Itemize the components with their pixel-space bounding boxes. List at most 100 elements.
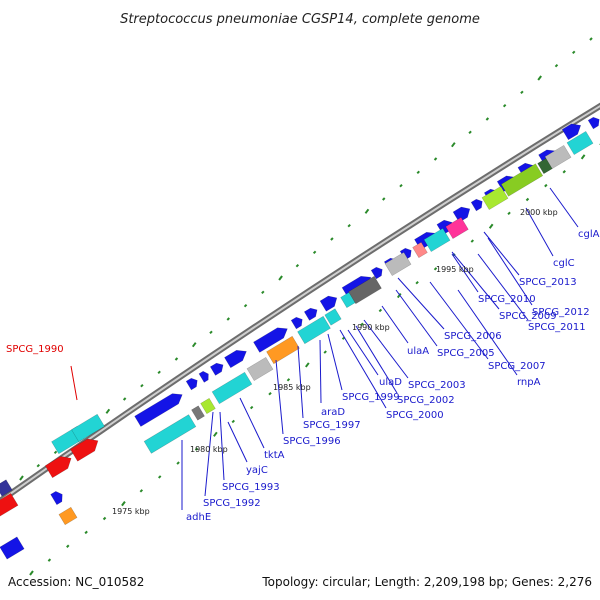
tick-mark xyxy=(360,322,364,327)
tick-mark xyxy=(261,290,265,295)
gene-arrow xyxy=(561,123,582,141)
leader-line xyxy=(347,329,379,376)
gene-label: SPCG_2002 xyxy=(397,395,455,406)
kbp-tick-marks-inner xyxy=(29,143,600,576)
tick-mark xyxy=(507,211,511,216)
gene-label: SPCG_1993 xyxy=(222,482,280,493)
tick-mark xyxy=(589,37,593,41)
kbp-label: 1975 kbp xyxy=(112,507,150,516)
tick-mark xyxy=(580,154,586,160)
tick-mark xyxy=(415,281,419,285)
tick-mark xyxy=(122,397,127,401)
leader-line xyxy=(397,277,445,330)
gene-label: adhE xyxy=(186,512,211,523)
tick-mark xyxy=(191,342,197,348)
gene-arrow xyxy=(266,335,300,365)
gene-arrow xyxy=(319,295,338,312)
gene-arrow xyxy=(566,130,594,156)
leader-line xyxy=(275,359,284,435)
gene-arrow xyxy=(143,414,197,454)
gene-label: SPCG_2009 xyxy=(499,311,557,322)
leader-line xyxy=(327,333,343,391)
tick-mark xyxy=(140,383,144,388)
tick-mark xyxy=(488,223,494,229)
tick-mark xyxy=(66,544,70,548)
tick-mark xyxy=(396,292,402,299)
tick-mark xyxy=(330,237,334,241)
leader-line xyxy=(70,365,78,401)
tick-mark xyxy=(364,208,370,214)
tick-mark xyxy=(176,461,180,465)
leader-line xyxy=(477,253,529,321)
leader-line xyxy=(297,345,304,419)
leader-line xyxy=(395,289,438,347)
kbp-label: 1985 kbp xyxy=(273,383,311,392)
tick-mark xyxy=(468,130,472,135)
tick-mark xyxy=(53,450,58,455)
gene-label: SPCG_2010 xyxy=(478,294,536,305)
kbp-labels: 1975 kbp 1980 kbp 1985 kbp 1990 kbp 1995 kbp… xyxy=(112,208,558,516)
tick-mark xyxy=(139,489,144,493)
gene-label: SPCG_2011 xyxy=(528,322,586,333)
gene-arrow xyxy=(544,144,572,170)
leader-line xyxy=(483,231,520,276)
tick-mark xyxy=(249,405,254,410)
gene-label: ulaD xyxy=(379,377,402,388)
gene-label: SPCG_1992 xyxy=(203,498,261,509)
gene-arrow xyxy=(191,405,205,421)
tick-mark xyxy=(433,267,438,271)
leader-line xyxy=(525,207,554,257)
tick-mark xyxy=(105,408,111,414)
tick-mark xyxy=(213,431,218,437)
tick-mark xyxy=(29,570,34,576)
gene-label: SPCG_1997 xyxy=(303,420,361,431)
tick-mark xyxy=(226,317,230,321)
gene-labels: SPCG_1990 adhE SPCG_1992 SPCG_1993 yajC tktA S… xyxy=(6,229,600,523)
gene-arrow xyxy=(370,266,383,280)
gene-arrow xyxy=(481,185,509,211)
gene-arrow xyxy=(71,413,105,443)
tick-mark xyxy=(174,357,179,361)
gene-label: SPCG_2003 xyxy=(408,380,466,391)
gene-arrow xyxy=(0,536,25,560)
gene-label: SPCG_1996 xyxy=(283,436,341,447)
gene-label: SPCG_1999 xyxy=(342,392,400,403)
tick-mark xyxy=(554,63,559,68)
gene-arrow xyxy=(587,116,600,130)
tick-mark xyxy=(157,370,161,375)
gene-arrow xyxy=(224,350,247,369)
gene-label: tktA xyxy=(264,450,285,461)
tick-mark xyxy=(520,90,524,95)
gene-arrow xyxy=(412,241,428,259)
leader-line xyxy=(319,339,322,404)
gene-label: cglC xyxy=(553,258,575,269)
tick-mark xyxy=(502,103,507,108)
tick-mark xyxy=(378,308,383,313)
gene-arrow xyxy=(423,227,451,253)
gene-arrow xyxy=(70,438,99,462)
tick-mark xyxy=(347,223,351,228)
tick-mark xyxy=(268,391,272,396)
tick-mark xyxy=(485,117,490,121)
leader-line xyxy=(429,281,489,360)
gene-label: cglA xyxy=(578,229,600,240)
leader-line xyxy=(239,397,265,449)
kbp-tick-marks-outer xyxy=(19,37,593,481)
leader-line xyxy=(457,289,518,376)
leader-line xyxy=(363,319,409,379)
tick-mark xyxy=(323,350,327,354)
gene-arrow xyxy=(253,327,288,353)
gene-features xyxy=(0,116,600,560)
gene-arrow xyxy=(470,198,483,212)
tick-mark xyxy=(47,558,52,562)
tick-mark xyxy=(19,475,24,481)
gene-arrow xyxy=(211,371,253,405)
gene-arrow xyxy=(185,377,198,391)
map-title: Streptococcus pneumoniae CGSP14, complet… xyxy=(120,12,480,27)
gene-arrow xyxy=(297,315,331,345)
tick-mark xyxy=(312,250,317,255)
gene-arrow xyxy=(537,157,553,175)
kbp-label: 2000 kbp xyxy=(520,208,558,217)
tick-mark xyxy=(305,362,310,368)
